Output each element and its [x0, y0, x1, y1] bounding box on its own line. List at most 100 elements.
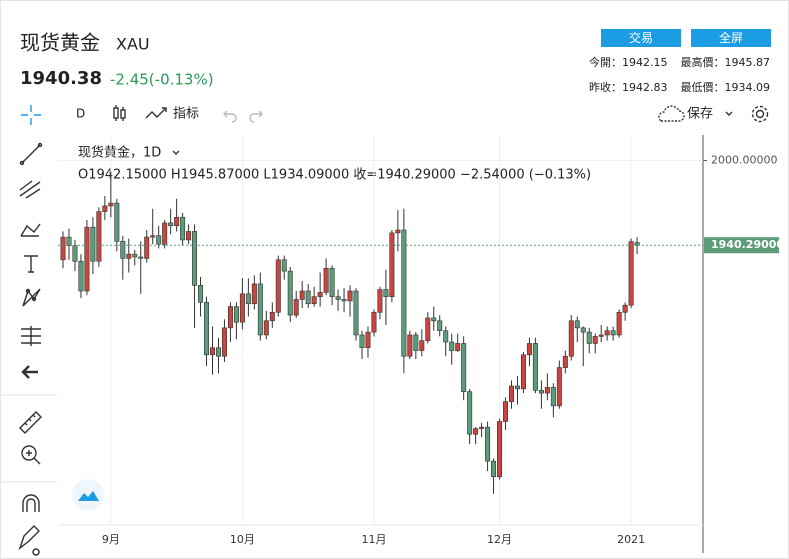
- candle-body: [305, 290, 311, 305]
- interval-button[interactable]: D: [76, 107, 85, 121]
- candle-body: [120, 241, 126, 259]
- candle-body: [180, 216, 186, 241]
- y-tick-label: 2000.00000: [711, 154, 777, 167]
- candle-body: [275, 259, 281, 313]
- legend-menu[interactable]: [172, 150, 180, 155]
- candle-body: [239, 293, 245, 323]
- candle-body: [562, 355, 568, 368]
- candle-body: [227, 306, 233, 329]
- stat-prev-close: 昨收：1942.83: [589, 80, 668, 94]
- candle-body: [78, 260, 84, 292]
- candle-body: [353, 290, 359, 336]
- candle-body: [473, 428, 479, 435]
- chart-style-button[interactable]: [113, 105, 126, 121]
- trade-button[interactable]: [601, 29, 681, 47]
- drawing-tools[interactable]: [18, 142, 43, 556]
- legend-ohlc: O1942.15000 H1945.87000 L1934.09000 收=19…: [78, 168, 591, 183]
- indicators-button[interactable]: 指标: [173, 107, 199, 122]
- candle-body: [383, 289, 389, 297]
- candle-body: [156, 235, 162, 245]
- x-tick-label: 10月: [230, 533, 255, 546]
- candle-body: [598, 334, 604, 337]
- candle-body: [281, 259, 287, 272]
- candle-body: [485, 426, 491, 462]
- candle-body: [371, 311, 377, 333]
- candle-body: [610, 330, 616, 336]
- candle-body: [407, 334, 413, 357]
- candle-body: [520, 354, 526, 390]
- legend-title: 现货黄金，1D: [78, 145, 161, 161]
- x-tick-label: 9月: [102, 533, 120, 546]
- candle-body: [245, 293, 251, 305]
- candle-body: [132, 253, 138, 258]
- candle-body: [174, 216, 180, 227]
- cloud-icon[interactable]: [658, 105, 685, 122]
- candle-body: [491, 460, 497, 478]
- last-price-box: [704, 237, 779, 254]
- candle-body: [568, 320, 574, 357]
- save-button[interactable]: 保存: [687, 107, 713, 122]
- candle-body: [335, 296, 341, 300]
- candle-body: [622, 304, 628, 313]
- fullscreen-button[interactable]: [691, 29, 771, 47]
- candle-body: [102, 205, 108, 212]
- undo-redo[interactable]: [223, 110, 263, 123]
- candle-body: [526, 343, 532, 356]
- candle-body: [126, 253, 132, 259]
- candle-body: [389, 232, 395, 297]
- settings-button[interactable]: [751, 105, 769, 123]
- candle-body: [455, 343, 461, 351]
- candle-body: [550, 387, 556, 407]
- x-tick-label: 2021: [617, 533, 645, 546]
- instrument-symbol: XAU: [116, 35, 150, 54]
- candle-body: [204, 302, 210, 356]
- candle-body: [365, 331, 371, 349]
- candle-body: [479, 426, 485, 429]
- last-price: 1940.38: [20, 68, 102, 89]
- candle-body: [467, 391, 473, 435]
- candle-body: [269, 311, 275, 322]
- last-price-label: 1940.29000: [711, 238, 784, 251]
- candle-body: [108, 202, 114, 207]
- candle-body: [287, 270, 293, 316]
- candle-body: [144, 236, 150, 259]
- candle-body: [634, 242, 640, 246]
- candle-body: [90, 226, 96, 262]
- crosshair-tool[interactable]: [21, 105, 41, 125]
- x-tick-label: 11月: [361, 533, 386, 546]
- candle-body: [60, 236, 66, 261]
- candle-body: [377, 289, 383, 313]
- candle-body: [84, 226, 90, 292]
- indicators-icon[interactable]: [145, 107, 167, 119]
- fullscreen-button-label[interactable]: 全屏: [719, 30, 743, 45]
- candle-body: [431, 317, 437, 322]
- candle-body: [532, 343, 538, 391]
- candle-body: [437, 320, 443, 332]
- candle-body: [341, 299, 347, 302]
- candle-body: [114, 202, 120, 242]
- candle-body: [72, 245, 78, 262]
- candle-body: [323, 268, 329, 293]
- candle-body: [413, 334, 419, 351]
- candle-body: [186, 231, 192, 241]
- candle-body: [628, 241, 634, 306]
- stat-low: 最低價：1934.09: [681, 80, 771, 94]
- candle-body: [503, 401, 509, 422]
- candle-body: [293, 299, 299, 316]
- trade-button-label[interactable]: 交易: [629, 30, 653, 45]
- candle-body: [449, 341, 455, 351]
- logo-badge[interactable]: [72, 479, 104, 511]
- instrument-name: 现货黄金: [20, 31, 100, 55]
- stat-high: 最高價：1945.87: [681, 55, 771, 69]
- candle-body: [347, 290, 353, 302]
- save-menu[interactable]: [725, 111, 733, 116]
- candle-body: [192, 231, 198, 286]
- candle-body: [616, 311, 622, 336]
- candle-body: [317, 292, 323, 297]
- candle-body: [592, 336, 598, 344]
- candle-body: [401, 229, 407, 357]
- candle-body: [251, 283, 257, 305]
- candle-body: [162, 222, 168, 245]
